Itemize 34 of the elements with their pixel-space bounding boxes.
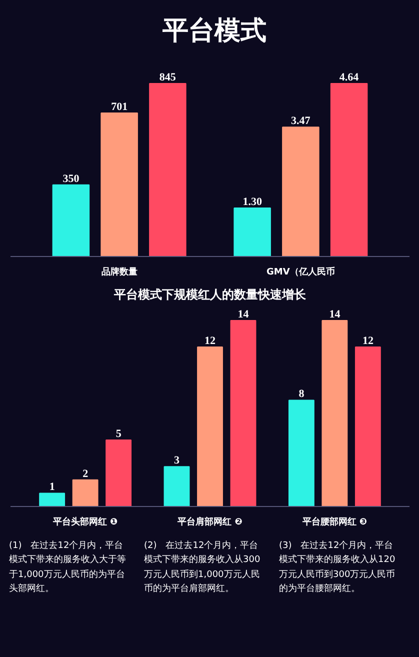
bar xyxy=(354,346,381,506)
data-label: 701 xyxy=(111,100,128,113)
x-tick-label: 品牌数量 xyxy=(101,266,138,278)
bar xyxy=(106,440,132,506)
bar xyxy=(197,346,223,506)
data-label: 8 xyxy=(298,388,305,400)
bar xyxy=(230,320,256,506)
data-label: 14 xyxy=(238,308,250,320)
x-tick-label: 平台头部网红 ❶ xyxy=(52,516,118,528)
text: (2) 在过去12个月内，平台模式下带来的服务收入从300万元人民币到1,000万元人民币的为平台肩部网红。 xyxy=(144,540,261,596)
x-tick-label: GMV（亿人民币 xyxy=(266,266,335,278)
text: (1) 在过去12个月内，平台模式下带来的服务收入大于等于1,000万元人民币的为平台头部网红。 xyxy=(9,540,126,596)
bar xyxy=(322,320,348,506)
data-label: 3.47 xyxy=(291,115,311,128)
bar xyxy=(288,400,314,506)
chart-title: 平台模式 xyxy=(162,15,266,48)
data-label: 12 xyxy=(204,335,216,348)
data-label: 1 xyxy=(49,481,55,494)
data-label: 4.64 xyxy=(339,71,360,84)
data-label: 3 xyxy=(174,454,180,467)
x-tick-label: 平台肩部网红 ❷ xyxy=(176,516,243,528)
text: (3) 在过去12个月内，平台模式下带来的服务收入从120万元人民币到300万元人民币的为平台腰部网红。 xyxy=(279,540,396,596)
bar xyxy=(164,466,190,506)
x-tick-label: 平台腰部网红 ❸ xyxy=(301,516,368,528)
data-label: 14 xyxy=(329,308,341,320)
data-label: 5 xyxy=(116,428,122,440)
bar xyxy=(39,492,66,506)
data-label: 1.30 xyxy=(242,196,262,208)
chart-title: 平台模式下规模红人的数量快速增长 xyxy=(113,288,307,302)
data-label: 12 xyxy=(362,335,374,348)
data-label: 350 xyxy=(62,172,80,185)
bar xyxy=(72,479,98,506)
data-label: 2 xyxy=(82,468,89,480)
data-label: 845 xyxy=(159,71,176,84)
